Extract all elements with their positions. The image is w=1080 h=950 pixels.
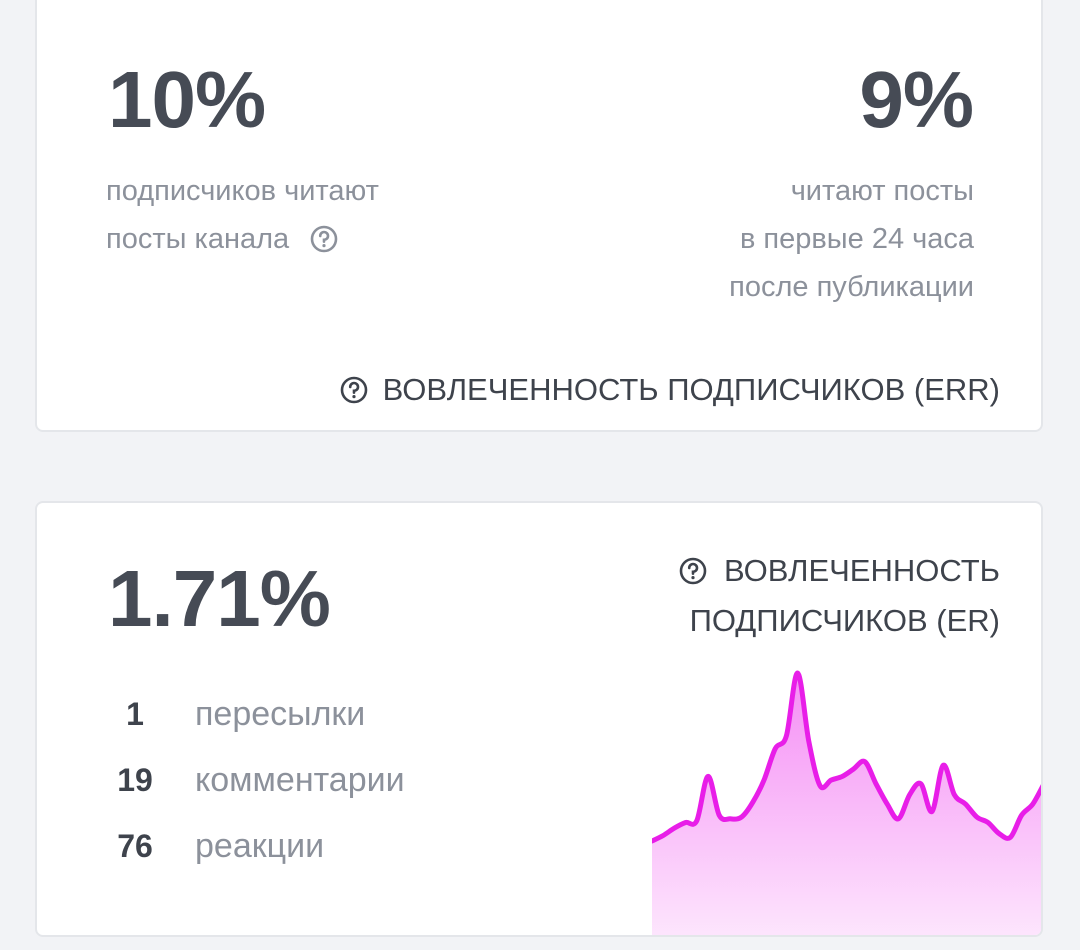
desc-line: читают посты [790, 175, 974, 207]
err-caption-label: ВОВЛЕЧЕННОСТЬ ПОДПИСЧИКОВ (ERR) [382, 372, 1000, 407]
desc-line: подписчиков читают [106, 175, 379, 207]
err-card: 10% подписчиков читают посты канала 9% ч… [35, 0, 1043, 432]
stat-number: 1 [126, 696, 144, 732]
err-caption[interactable]: ВОВЛЕЧЕННОСТЬ ПОДПИСЧИКОВ (ERR) [339, 365, 1000, 415]
err-first-day-value: 9% [859, 55, 974, 144]
sparkline-area [652, 672, 1041, 935]
sparkline-line [652, 670, 1041, 844]
desc-line: посты канала [106, 223, 290, 255]
er-value: 1.71% [108, 554, 331, 643]
err-first-day-description: читают посты в первые 24 часа после публ… [729, 167, 974, 311]
help-icon[interactable] [339, 375, 369, 405]
stat-number: 19 [117, 762, 153, 798]
stat-label: реакции [195, 827, 325, 865]
stat-label: комментарии [195, 761, 405, 799]
desc-line: в первые 24 часа [739, 223, 974, 255]
er-card: 1.71% ВОВЛЕЧЕННОСТЬ ПОДПИСЧИКОВ (ER) 1 п… [35, 501, 1043, 937]
stat-label: пересылки [195, 695, 366, 733]
stat-row-forwards: 1 пересылки [105, 695, 365, 745]
stat-number: 76 [117, 828, 153, 864]
er-caption[interactable]: ВОВЛЕЧЕННОСТЬ ПОДПИСЧИКОВ (ER) [678, 546, 1000, 646]
err-subscribers-description: подписчиков читают посты канала [106, 167, 379, 263]
desc-line: после публикации [729, 271, 974, 303]
err-subscribers-value: 10% [108, 55, 266, 144]
er-caption-line: ВОВЛЕЧЕННОСТЬ [724, 553, 1000, 588]
help-icon[interactable] [309, 224, 339, 254]
stat-row-reactions: 76 реакции [105, 827, 324, 877]
er-sparkline [652, 670, 1041, 935]
er-caption-line: ПОДПИСЧИКОВ (ER) [689, 603, 1000, 638]
help-icon[interactable] [678, 556, 708, 586]
stat-row-comments: 19 комментарии [105, 761, 405, 811]
